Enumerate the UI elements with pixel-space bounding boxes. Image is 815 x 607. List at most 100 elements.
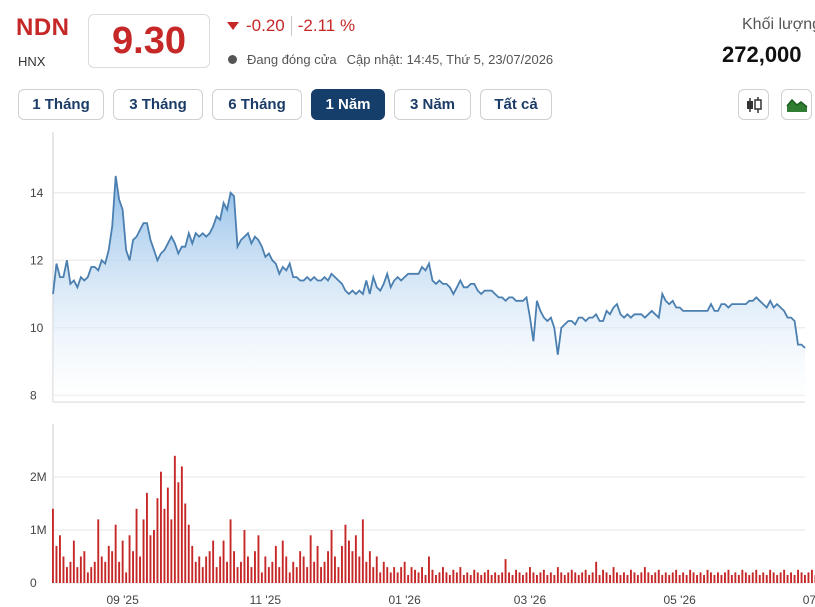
volume-bar: [334, 556, 336, 583]
volume-bar: [497, 575, 500, 583]
volume-bar: [435, 575, 437, 583]
volume-bar: [431, 569, 434, 584]
tab-1-month[interactable]: 1 Tháng: [18, 89, 104, 120]
volume-bar: [354, 535, 357, 583]
price-tick-label: 8: [30, 388, 37, 402]
volume-bar: [699, 572, 702, 583]
volume-bar: [668, 575, 671, 583]
x-tick-label: 09 '25: [106, 593, 139, 607]
tab-all[interactable]: Tất cả: [480, 89, 552, 120]
tab-3-years[interactable]: 3 Năm: [394, 89, 471, 120]
price-tick-label: 14: [30, 186, 44, 200]
volume-bar: [187, 524, 190, 583]
volume-bar: [233, 551, 235, 583]
volume-bar: [69, 561, 72, 583]
volume-bar: [549, 572, 552, 583]
volume-bar: [487, 569, 490, 584]
volume-bar: [379, 572, 382, 583]
volume-bar: [563, 575, 566, 583]
volume-bar: [438, 572, 441, 583]
volume-bar: [713, 575, 716, 583]
volume-bar: [306, 567, 309, 583]
volume-bar: [104, 561, 107, 583]
volume-bar: [751, 572, 754, 583]
volume-bar: [348, 540, 350, 583]
volume-bar: [142, 519, 145, 583]
tab-3-months[interactable]: 3 Tháng: [113, 89, 203, 120]
candlestick-icon: [746, 96, 762, 113]
status-text: Đang đóng cửa: [247, 52, 337, 67]
volume-bar: [382, 561, 385, 583]
volume-bar: [515, 569, 517, 584]
volume-bar: [267, 567, 270, 583]
volume-bar: [647, 572, 650, 583]
volume-bar: [490, 575, 493, 583]
volume-bar: [758, 575, 761, 583]
area-chart-button[interactable]: [781, 89, 812, 120]
volume-bar: [208, 551, 211, 583]
volume-bar: [170, 519, 173, 583]
volume-bar: [532, 572, 535, 583]
volume-bar: [361, 519, 364, 583]
volume-bar: [285, 556, 288, 583]
volume-bar: [619, 575, 622, 583]
volume-bar: [236, 567, 239, 583]
volume-bar: [62, 556, 65, 583]
area-chart-icon: [785, 98, 807, 112]
volume-bar: [678, 575, 681, 583]
volume-bar: [811, 569, 813, 584]
volume-bar: [633, 572, 636, 583]
volume-bar: [748, 575, 751, 583]
volume-bar: [609, 575, 611, 583]
volume-bar: [459, 567, 462, 583]
volume-bar: [368, 551, 371, 583]
volume-bar: [692, 572, 695, 583]
volume-bar: [650, 575, 653, 583]
candlestick-button[interactable]: [738, 89, 769, 120]
volume-bar: [375, 556, 378, 583]
volume-bar: [480, 575, 483, 583]
triangle-down-icon: [227, 22, 239, 30]
volume-bar: [240, 561, 242, 583]
volume-bar: [55, 545, 58, 583]
volume-bar: [215, 567, 218, 583]
updated-time: Cập nhật: 14:45, Thứ 5, 23/07/2026: [346, 52, 554, 67]
volume-bar: [786, 575, 789, 583]
volume-bar: [247, 556, 249, 583]
volume-bar: [114, 524, 117, 583]
volume-bar: [605, 572, 608, 583]
volume-bar: [417, 572, 420, 583]
volume-bar: [264, 556, 267, 583]
volume-bar: [567, 572, 570, 583]
volume-bar: [643, 567, 646, 583]
volume-bar: [598, 575, 601, 583]
volume-bar: [671, 572, 674, 583]
volume-bar: [790, 572, 792, 583]
volume-bar: [337, 567, 340, 583]
volume-bar: [400, 567, 403, 583]
volume-bar: [779, 572, 782, 583]
volume-tick-label: 1M: [30, 523, 47, 537]
volume-bar: [664, 572, 667, 583]
tab-6-months[interactable]: 6 Tháng: [212, 89, 302, 120]
x-tick-label: 07 '26: [803, 593, 815, 607]
volume-bar: [250, 567, 253, 583]
volume-bar: [184, 503, 187, 583]
tab-1-year[interactable]: 1 Năm: [311, 89, 385, 120]
volume-bar: [657, 569, 660, 584]
volume-bar: [243, 530, 246, 583]
volume-bar: [476, 572, 479, 583]
volume-bar: [139, 556, 141, 583]
volume-bar: [769, 569, 772, 584]
volume-bar: [560, 572, 563, 583]
volume-bar: [194, 561, 197, 583]
volume-bar: [309, 535, 312, 583]
volume-bar: [710, 572, 712, 583]
volume-bar: [180, 466, 183, 583]
volume-bar: [623, 572, 625, 583]
volume-bar: [734, 572, 737, 583]
volume-bar: [372, 567, 375, 583]
volume-bar: [483, 572, 486, 583]
volume-bar: [66, 567, 68, 583]
